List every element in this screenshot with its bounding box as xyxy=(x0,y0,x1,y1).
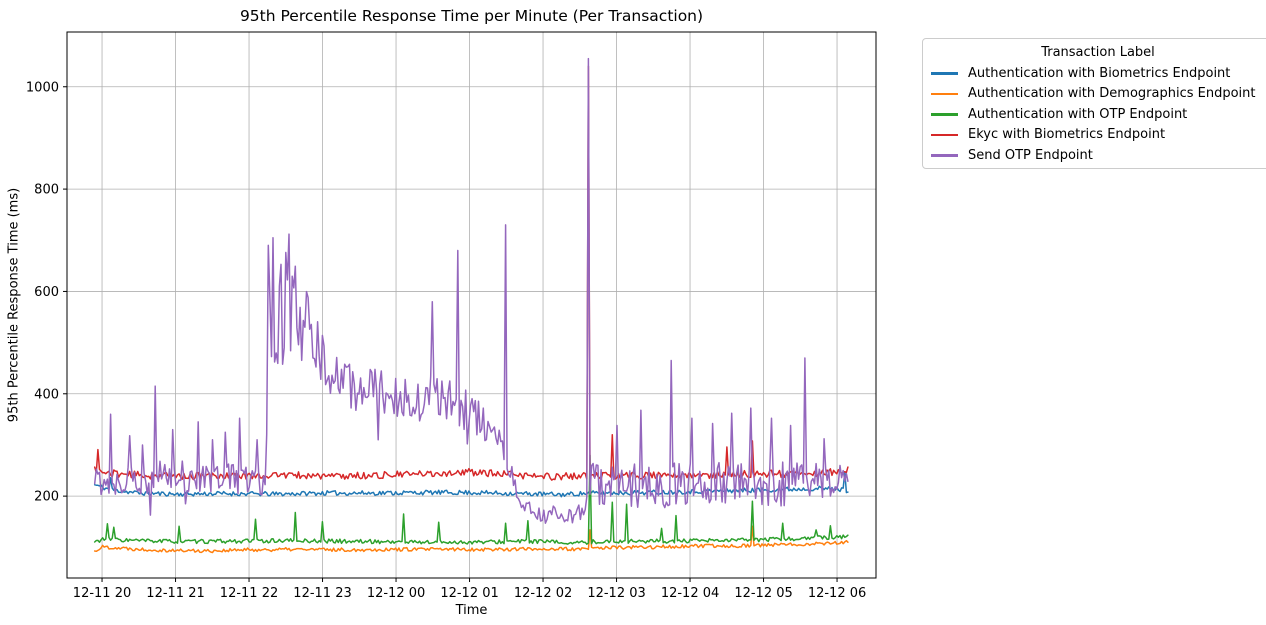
legend-item: Authentication with Biometrics Endpoint xyxy=(931,63,1265,84)
y-tick-label: 600 xyxy=(34,285,59,300)
x-tick-label: 12-11 21 xyxy=(146,586,204,601)
legend-line-sample xyxy=(931,113,958,116)
y-tick-label: 1000 xyxy=(26,80,59,95)
legend-line-sample xyxy=(931,133,958,136)
x-tick-label: 12-12 02 xyxy=(514,586,572,601)
legend-item: Send OTP Endpoint xyxy=(931,145,1265,166)
x-tick-label: 12-12 04 xyxy=(661,586,719,601)
x-tick-label: 12-12 03 xyxy=(587,586,645,601)
x-tick-label: 12-11 20 xyxy=(73,586,131,601)
x-axis-label: Time xyxy=(455,603,488,618)
y-tick-label: 400 xyxy=(34,387,59,402)
legend-item-label: Authentication with Biometrics Endpoint xyxy=(968,65,1231,81)
series-line-auth-demographics xyxy=(93,525,849,554)
series-line-send-otp xyxy=(93,57,849,524)
legend-items: Authentication with Biometrics Endpoint A… xyxy=(931,63,1265,166)
y-tick-label: 800 xyxy=(34,183,59,198)
y-tick-label: 200 xyxy=(34,490,59,505)
legend-item-label: Authentication with Demographics Endpoin… xyxy=(968,86,1256,102)
series-line-ekyc-biometrics xyxy=(93,65,849,481)
legend-line-sample xyxy=(931,92,958,95)
plot-border xyxy=(66,31,877,579)
legend-item-label: Send OTP Endpoint xyxy=(968,147,1093,163)
legend-item: Authentication with Demographics Endpoin… xyxy=(931,84,1265,105)
x-tick-label: 12-12 05 xyxy=(734,586,792,601)
x-tick-label: 12-11 23 xyxy=(293,586,351,601)
legend-item-label: Authentication with OTP Endpoint xyxy=(968,106,1188,122)
legend-item-label: Ekyc with Biometrics Endpoint xyxy=(968,127,1166,143)
x-tick-label: 12-12 06 xyxy=(808,586,866,601)
legend-line-sample xyxy=(931,154,958,157)
y-axis-label: 95th Percentile Response Time (ms) xyxy=(6,187,22,423)
legend-item: Ekyc with Biometrics Endpoint xyxy=(931,125,1265,146)
legend: Transaction Label Authentication with Bi… xyxy=(922,38,1266,169)
x-tick-label: 12-11 22 xyxy=(220,586,278,601)
legend-title: Transaction Label xyxy=(1041,45,1155,60)
chart-title: 95th Percentile Response Time per Minute… xyxy=(239,7,704,25)
legend-item: Authentication with OTP Endpoint xyxy=(931,104,1265,125)
x-tick-label: 12-12 00 xyxy=(367,586,425,601)
series-line-auth-otp xyxy=(93,454,849,545)
legend-line-sample xyxy=(931,72,958,75)
x-tick-label: 12-12 01 xyxy=(440,586,498,601)
